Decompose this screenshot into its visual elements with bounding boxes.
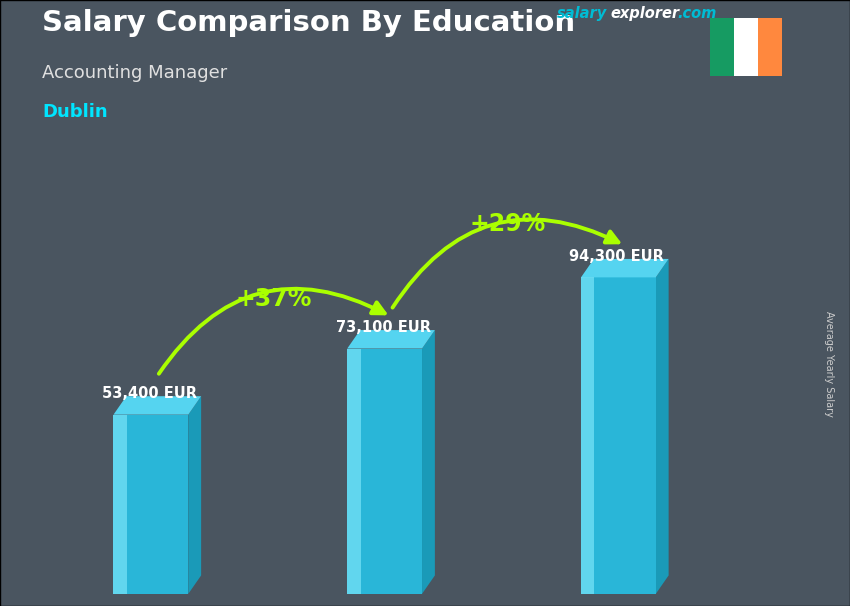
- Text: +29%: +29%: [470, 212, 546, 236]
- Bar: [113, 415, 127, 594]
- Polygon shape: [113, 396, 201, 415]
- Text: 73,100 EUR: 73,100 EUR: [336, 320, 431, 335]
- Text: explorer: explorer: [610, 6, 679, 21]
- Polygon shape: [656, 259, 669, 594]
- Polygon shape: [188, 396, 201, 594]
- Bar: [113, 415, 188, 594]
- Bar: [758, 18, 782, 76]
- Polygon shape: [347, 330, 435, 348]
- Text: salary: salary: [557, 6, 607, 21]
- Bar: [347, 348, 360, 594]
- Text: .com: .com: [677, 6, 717, 21]
- Text: 53,400 EUR: 53,400 EUR: [102, 386, 197, 401]
- Bar: [734, 18, 758, 76]
- Polygon shape: [581, 259, 669, 278]
- Text: Average Yearly Salary: Average Yearly Salary: [824, 311, 834, 416]
- Text: Salary Comparison By Education: Salary Comparison By Education: [42, 9, 575, 37]
- Text: Accounting Manager: Accounting Manager: [42, 64, 228, 82]
- Text: +37%: +37%: [236, 287, 312, 311]
- Text: Dublin: Dublin: [42, 103, 108, 121]
- Bar: [581, 278, 656, 594]
- Bar: [347, 348, 422, 594]
- Text: 94,300 EUR: 94,300 EUR: [570, 249, 664, 264]
- Polygon shape: [422, 330, 435, 594]
- Bar: [581, 278, 594, 594]
- Bar: [710, 18, 734, 76]
